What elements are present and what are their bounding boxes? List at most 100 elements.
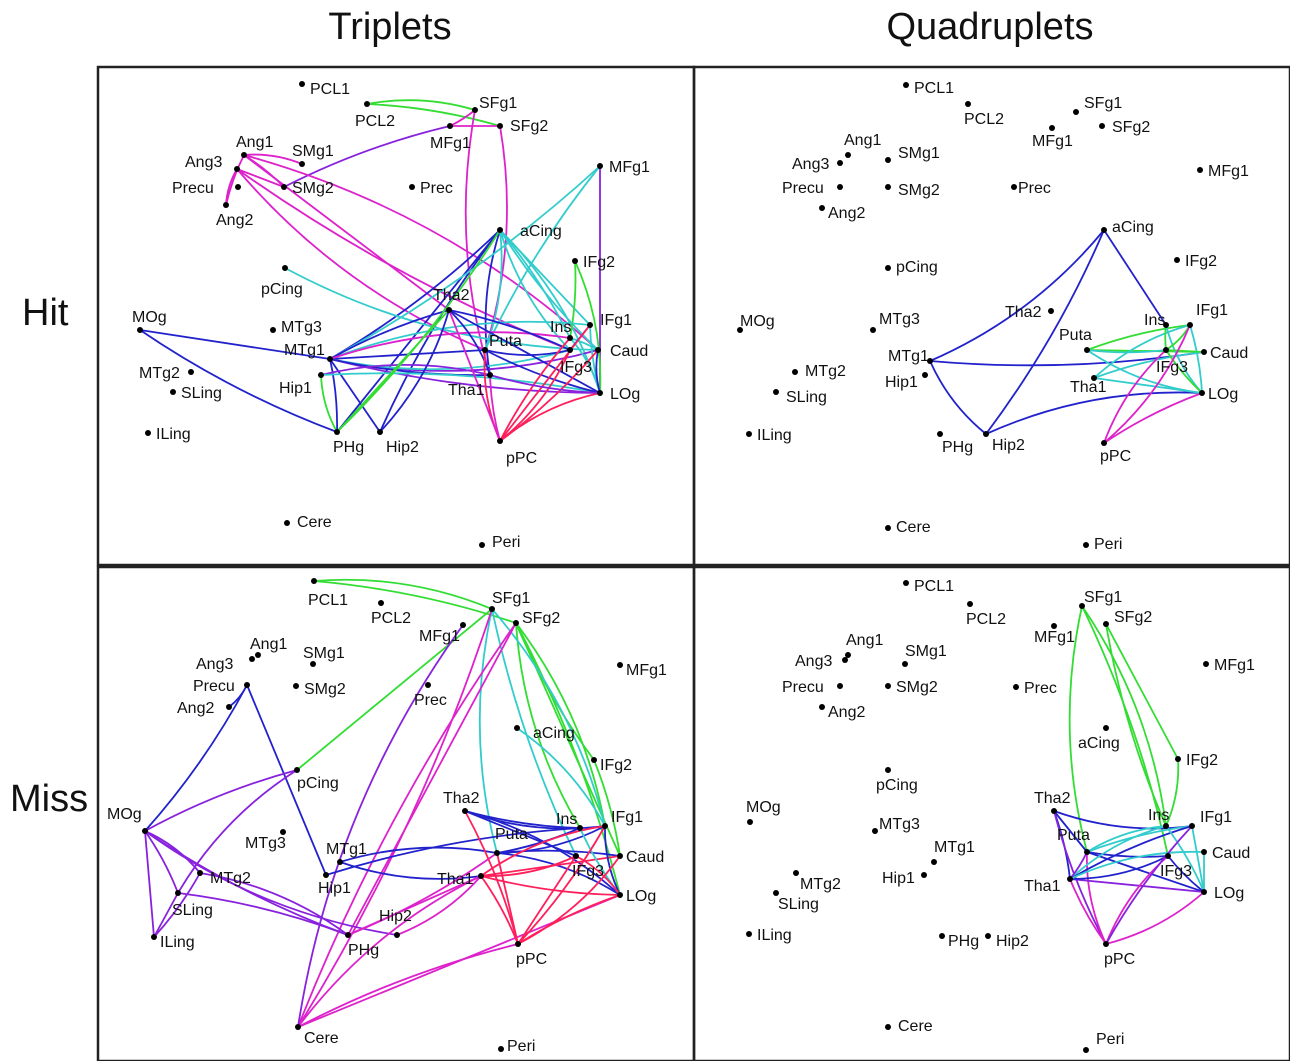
node-dot-ifg1 [1187,322,1193,328]
edge-tha1-caud [480,855,621,877]
node-dot-ifg2 [591,757,597,763]
node-dot-ang2 [819,205,825,211]
node-label-pcl1: PCL1 [308,592,348,609]
node-dot-pcl2 [378,600,384,606]
edge-tha2-log [448,309,601,394]
edge-ang1-tha2 [243,154,450,311]
node-label-ifg1: IFg1 [1200,809,1232,826]
node-label-puta: Puta [1059,327,1092,344]
node-label-iling: ILing [160,934,195,951]
edge-acing-mtg1 [929,229,1105,362]
edge-pcl2-sfg2 [366,103,501,127]
node-dot-sfg1 [1073,109,1079,115]
node-dot-pcing [885,767,891,773]
node-dot-precu [837,683,843,689]
node-label-precu: Precu [782,180,824,197]
edge-sling-phg [177,892,349,936]
node-label-ang2: Ang2 [828,205,865,222]
node-label-smg2: SMg2 [304,681,346,698]
edge-mfg1a-cere [297,624,464,1028]
node-dot-sfg2 [1099,123,1105,129]
edge-mtg2-phg [199,872,349,936]
edge-hip2-log [985,391,1203,435]
node-label-ppc: pPC [1104,951,1135,968]
node-label-pcing: pCing [297,775,339,792]
edge-ppc-ifg1 [517,825,606,945]
edge-ifg2-ins [569,260,577,339]
edge-ifg3-log [575,855,621,896]
node-dot-iling [746,931,752,937]
node-label-smg2: SMg2 [896,679,938,696]
node-dot-caud [1201,349,1207,355]
edge-ppc-caud [517,855,621,945]
node-label-hip2: Hip2 [996,933,1029,950]
node-label-cere: Cere [898,1018,933,1035]
node-label-ppc: pPC [1100,448,1131,465]
node-label-hip1: Hip1 [885,374,918,391]
node-label-ins: Ins [1144,312,1165,329]
node-dot-phg [937,431,943,437]
node-dot-smg1 [310,661,316,667]
node-label-sfg2: SFg2 [510,118,548,135]
edge-tha1-ppc [1069,878,1107,945]
edge-ifg1-log [604,825,621,896]
node-dot-ang3 [234,166,240,172]
node-dot-ang1 [241,152,247,158]
edge-ppc-ifg1 [1105,825,1193,945]
node-label-mfg1b: MFg1 [609,159,650,176]
node-dot-pcl1 [311,578,317,584]
node-dot-mtg1 [927,358,933,364]
node-label-hip2: Hip2 [992,437,1025,454]
node-label-iling: ILing [757,427,792,444]
node-label-ins: Ins [550,319,571,336]
edge-ppc-log [1105,891,1205,945]
edge-tha1-ifg1 [1093,324,1191,379]
node-label-ifg3: IFg3 [1156,359,1188,376]
edge-sfg2-ifg1 [515,622,606,827]
edge-ppc-tha2 [448,309,501,442]
edge-mtg1-tha2 [329,309,450,360]
node-label-acing: aCing [1112,219,1154,236]
edge-ang1-caud [243,154,599,351]
node-label-mfg1b: MFg1 [1214,657,1255,674]
node-label-sfg1: SFg1 [1084,589,1122,606]
node-dot-tha1 [478,873,484,879]
node-label-cere: Cere [297,514,332,531]
node-label-ang1: Ang1 [844,132,881,149]
edge-mog-mtg1 [139,329,331,360]
node-dot-smg1 [902,661,908,667]
edge-ppc-tha1 [489,374,501,442]
node-dot-hip2 [394,932,400,938]
node-dot-sfg2 [513,620,519,626]
node-dot-ifg2 [1174,257,1180,263]
node-label-pcl2: PCL2 [966,611,1006,628]
node-dot-ppc [515,941,521,947]
node-dot-mfg1a [1051,623,1057,629]
node-dot-smg2 [293,683,299,689]
node-label-mog: MOg [107,806,142,823]
panel-hit-quadruplets [692,65,1290,567]
node-dot-ang2 [226,704,232,710]
node-dot-acing [1103,725,1109,731]
node-dot-prec [1013,684,1019,690]
node-label-hip2: Hip2 [386,439,419,456]
edge-ifg3-log [1165,349,1203,394]
edge-sfg1-ifg1 [491,608,606,827]
node-dot-smg2 [281,184,287,190]
node-label-ang3: Ang3 [185,154,222,171]
edge-ang1-smg1 [243,153,303,165]
edge-mtg1-puta [339,846,498,863]
node-label-tha2: Tha2 [443,790,480,807]
node-dot-ifg1 [1189,823,1195,829]
node-label-mfg1b: MFg1 [1208,163,1249,180]
edge-acing-caud [499,229,599,351]
node-label-puta: Puta [1057,827,1090,844]
node-dot-mfg1b [1203,661,1209,667]
edge-iling-mtg2 [153,872,201,938]
node-label-prec: Prec [414,692,447,709]
panel-miss-quadruplets [692,565,1290,1061]
node-label-mfg1b: MFg1 [626,662,667,679]
node-dot-ins [1163,823,1169,829]
node-dot-pcl2 [965,101,971,107]
